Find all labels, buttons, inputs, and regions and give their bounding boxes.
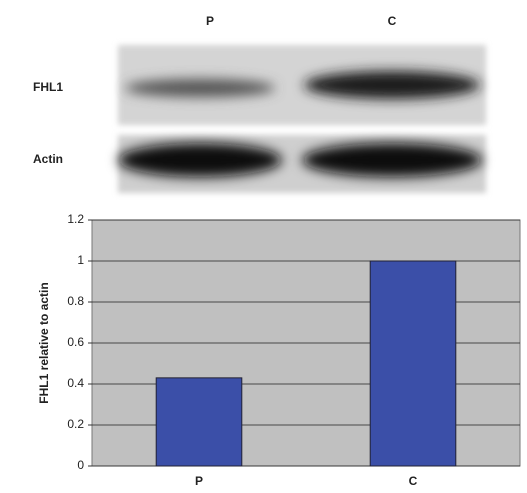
bar: [156, 378, 242, 466]
row-label: FHL1: [33, 80, 63, 94]
band: [304, 71, 480, 99]
y-tick-label: 0: [77, 458, 84, 472]
bar: [370, 261, 456, 466]
row-label: Actin: [33, 152, 63, 166]
band: [125, 79, 275, 97]
y-tick-label: 0.4: [67, 376, 84, 390]
x-tick-label: C: [409, 474, 418, 488]
y-axis-label: FHL1 relative to actin: [37, 282, 51, 403]
y-tick-label: 0.2: [67, 417, 84, 431]
figure: P C FHL1 Actin FHL1 relative to actin 0 0…: [0, 0, 527, 493]
lane-label: C: [388, 14, 397, 28]
band: [118, 143, 282, 177]
y-tick-label: 0.8: [67, 294, 84, 308]
lane-label: P: [206, 14, 214, 28]
y-tick-label: 1.2: [67, 212, 84, 226]
blot: [118, 45, 486, 193]
y-tick-label: 1: [77, 253, 84, 267]
y-tick-label: 0.6: [67, 335, 84, 349]
band: [302, 143, 482, 177]
x-tick-label: P: [195, 474, 203, 488]
